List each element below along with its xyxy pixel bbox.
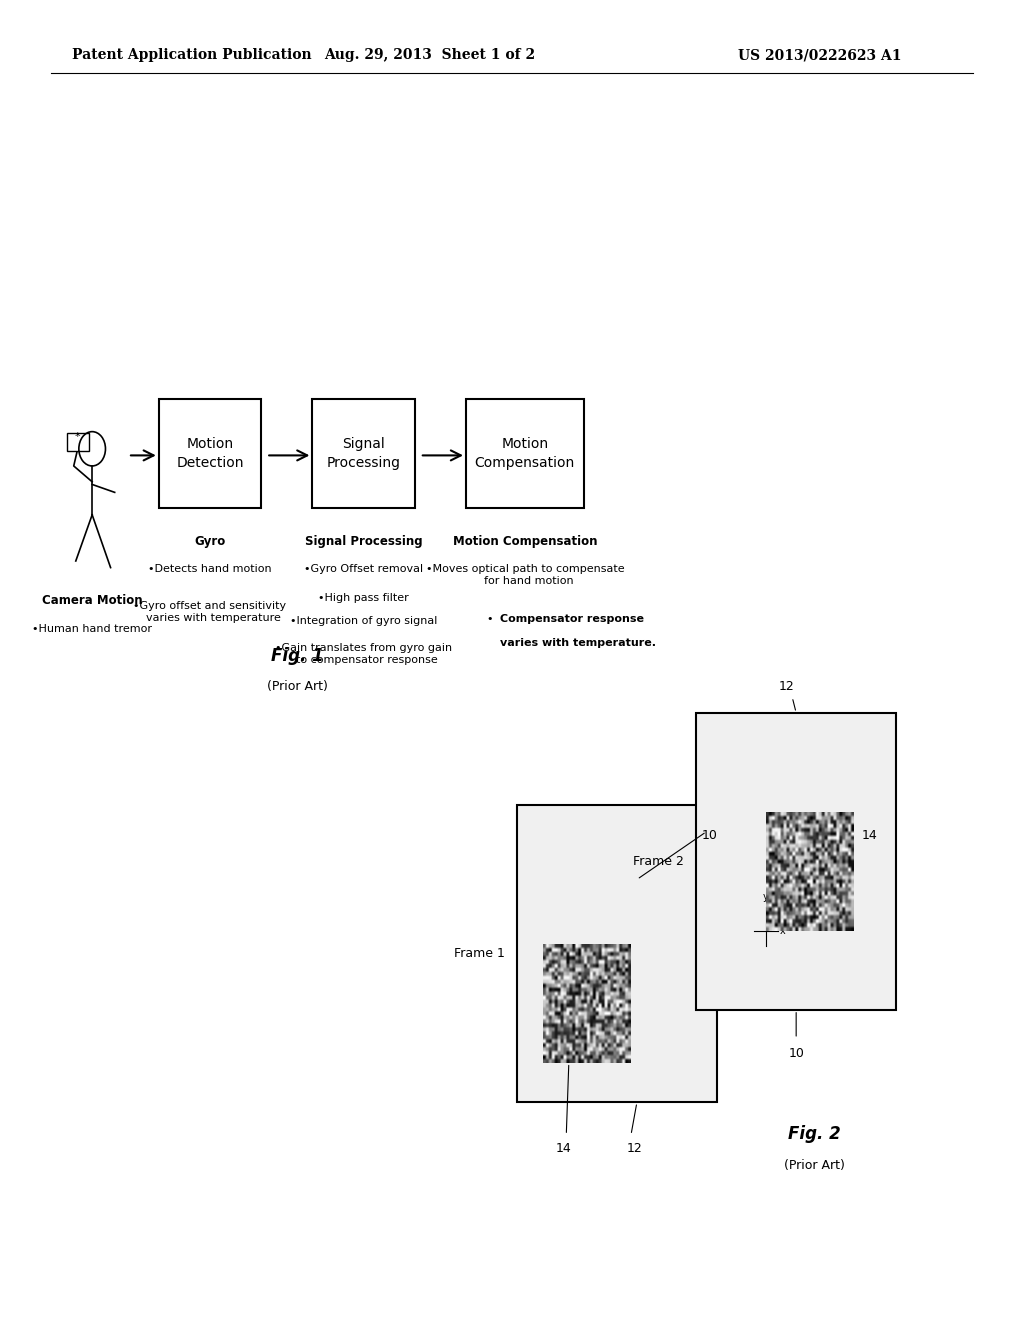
Text: Fig. 2: Fig. 2 xyxy=(787,1125,841,1143)
Text: Compensator response: Compensator response xyxy=(500,614,644,624)
Bar xyxy=(517,805,717,1102)
Text: •: • xyxy=(486,614,493,624)
Text: 14: 14 xyxy=(861,829,877,842)
Bar xyxy=(312,399,415,508)
Text: Patent Application Publication: Patent Application Publication xyxy=(72,49,311,62)
Text: •Gain translates from gyro gain
  to compensator response: •Gain translates from gyro gain to compe… xyxy=(275,643,452,665)
Text: •High pass filter: •High pass filter xyxy=(318,593,409,603)
Text: 12: 12 xyxy=(627,1142,643,1155)
Text: Aug. 29, 2013  Sheet 1 of 2: Aug. 29, 2013 Sheet 1 of 2 xyxy=(325,49,536,62)
Text: Motion
Detection: Motion Detection xyxy=(176,437,244,470)
Text: (Prior Art): (Prior Art) xyxy=(266,680,328,693)
Text: x: x xyxy=(779,925,785,936)
Text: •Integration of gyro signal: •Integration of gyro signal xyxy=(290,616,437,627)
Bar xyxy=(159,399,261,508)
Text: y: y xyxy=(763,891,769,902)
Bar xyxy=(696,713,896,1010)
Text: Frame 2: Frame 2 xyxy=(633,855,684,867)
Text: 14: 14 xyxy=(555,1142,571,1155)
Text: •Gyro offset and sensitivity
  varies with temperature: •Gyro offset and sensitivity varies with… xyxy=(133,601,287,623)
Text: 12: 12 xyxy=(778,680,794,693)
Text: US 2013/0222623 A1: US 2013/0222623 A1 xyxy=(737,49,901,62)
Text: Signal
Processing: Signal Processing xyxy=(327,437,400,470)
Text: (Prior Art): (Prior Art) xyxy=(783,1159,845,1172)
Text: Motion
Compensation: Motion Compensation xyxy=(475,437,574,470)
Text: Motion Compensation: Motion Compensation xyxy=(453,535,598,548)
Text: •Gyro Offset removal: •Gyro Offset removal xyxy=(304,564,423,574)
Text: Camera Motion: Camera Motion xyxy=(42,594,142,607)
Text: •Moves optical path to compensate
  for hand motion: •Moves optical path to compensate for ha… xyxy=(426,564,625,586)
Text: *: * xyxy=(75,432,81,442)
Text: varies with temperature.: varies with temperature. xyxy=(500,638,655,648)
Bar xyxy=(466,399,584,508)
Text: Signal Processing: Signal Processing xyxy=(305,535,422,548)
Bar xyxy=(67,433,89,451)
Text: Gyro: Gyro xyxy=(195,535,225,548)
Text: Fig. 1: Fig. 1 xyxy=(270,647,324,665)
Text: 10: 10 xyxy=(701,829,718,842)
Text: Frame 1: Frame 1 xyxy=(454,948,505,960)
Text: •Detects hand motion: •Detects hand motion xyxy=(148,564,271,574)
Text: 10: 10 xyxy=(788,1047,804,1060)
Text: •Human hand tremor: •Human hand tremor xyxy=(32,624,153,635)
